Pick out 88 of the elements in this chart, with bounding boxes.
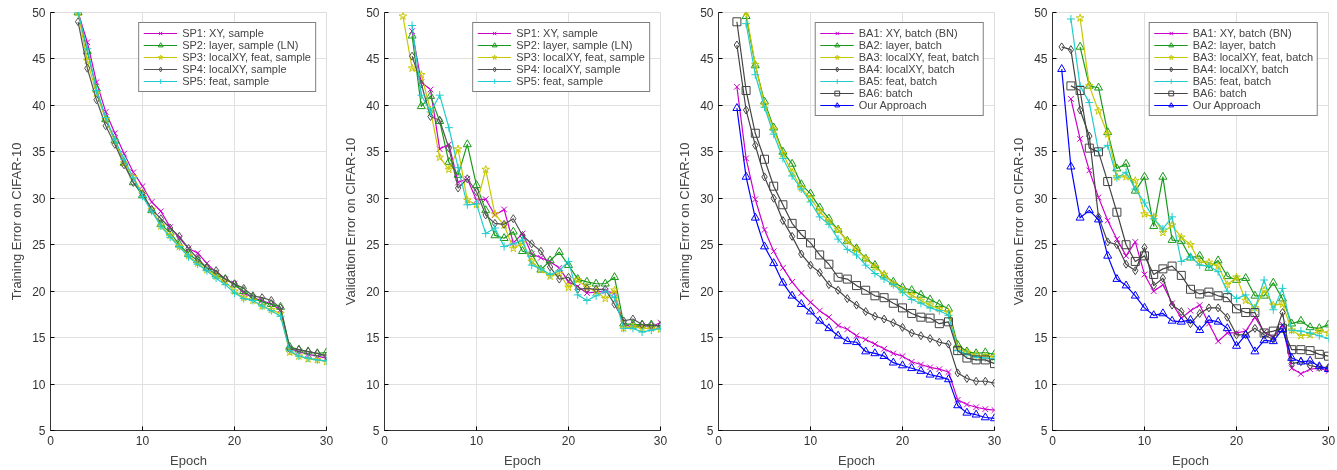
y-tick-label: 50 [1034,6,1048,20]
legend-label: SP5: feat, sample [182,75,269,87]
legend-label: SP3: localXY, feat, sample [182,51,311,63]
y-tick-label: 50 [700,6,714,20]
legend-label: SP2: layer, sample (LN) [182,39,299,51]
legend-label: SP3: localXY, feat, sample [516,51,645,63]
y-tick-label: 45 [32,52,46,67]
legend-label: SP4: localXY, sample [182,63,287,75]
legend-label: SP2: layer, sample (LN) [516,39,633,51]
x-tick-label: 20 [895,433,910,448]
y-tick-label: 35 [32,145,46,160]
y-tick-label: 15 [366,331,380,346]
x-tick-label: 20 [1229,433,1244,448]
y-tick-label: 5 [38,424,46,438]
legend-label: BA3: localXY, feat, batch [858,51,979,63]
y-tick-label: 25 [700,238,714,253]
y-tick-label: 5 [372,424,380,438]
y-tick-label: 40 [700,98,714,113]
x-axis-title: Epoch [504,452,541,468]
x-tick-label: 30 [987,433,1002,448]
y-tick-label: 5 [706,424,714,438]
x-axis-title: Epoch [838,452,875,468]
y-tick-label: 5 [1040,424,1048,438]
x-tick-label: 0 [715,433,723,448]
legend-label: BA4: localXY, batch [858,63,955,75]
legend-label: BA2: layer, batch [858,39,942,51]
legend-label: BA6: batch [1192,87,1247,99]
y-tick-label: 10 [1034,377,1048,392]
y-tick-label: 45 [366,52,380,67]
y-tick-label: 10 [366,377,380,392]
legend-label: BA3: localXY, feat, batch [1192,51,1313,63]
y-tick-label: 15 [32,331,46,346]
legend-label: Our Approach [1192,99,1261,111]
y-axis-title: Validation Error on CIFAR-10 [343,137,359,306]
legend-label: BA2: layer, batch [1192,39,1276,51]
legend-label: BA1: XY, batch (BN) [858,27,958,39]
x-tick-label: 30 [653,433,668,448]
x-tick-label: 20 [561,433,576,448]
x-tick-label: 30 [319,433,334,448]
y-tick-label: 20 [1034,284,1048,299]
y-tick-label: 10 [700,377,714,392]
legend-label: BA5: feat, batch [858,75,938,87]
x-tick-label: 10 [135,433,150,448]
x-tick-label: 10 [1137,433,1152,448]
y-axis-title: Training Error on CIFAR-10 [9,142,25,301]
legend-label: BA6: batch [858,87,913,99]
legend-label: Our Approach [858,99,927,111]
y-tick-label: 45 [700,52,714,67]
y-tick-label: 15 [700,331,714,346]
y-axis-title: Validation Error on CIFAR-10 [1011,137,1027,306]
y-axis-title: Training Error on CIFAR-10 [677,142,693,301]
y-tick-label: 50 [32,6,46,20]
y-tick-label: 15 [1034,331,1048,346]
x-tick-label: 20 [227,433,242,448]
x-tick-label: 0 [1049,433,1057,448]
y-tick-label: 30 [700,191,714,206]
legend-label: BA5: feat, batch [1192,75,1272,87]
y-tick-label: 30 [366,191,380,206]
y-tick-label: 40 [32,98,46,113]
y-tick-label: 10 [32,377,46,392]
x-tick-label: 0 [47,433,55,448]
legend-label: SP5: feat, sample [516,75,603,87]
x-axis-title: Epoch [170,452,207,468]
y-tick-label: 25 [1034,238,1048,253]
x-tick-label: 0 [381,433,389,448]
legend-label: SP1: XY, sample [182,27,264,39]
legend-label: BA1: XY, batch (BN) [1192,27,1292,39]
y-tick-label: 50 [366,6,380,20]
y-tick-label: 25 [366,238,380,253]
legend-label: SP1: XY, sample [516,27,598,39]
y-tick-label: 45 [1034,52,1048,67]
y-tick-label: 20 [700,284,714,299]
y-tick-label: 25 [32,238,46,253]
legend-label: SP4: localXY, sample [516,63,621,75]
y-tick-label: 35 [366,145,380,160]
y-tick-label: 20 [366,284,380,299]
y-tick-label: 40 [1034,98,1048,113]
y-tick-label: 35 [1034,145,1048,160]
y-tick-label: 35 [700,145,714,160]
legend-label: BA4: localXY, batch [1192,63,1289,75]
x-tick-label: 30 [1321,433,1336,448]
x-tick-label: 10 [469,433,484,448]
y-tick-label: 20 [32,284,46,299]
x-tick-label: 10 [803,433,818,448]
y-tick-label: 30 [32,191,46,206]
y-tick-label: 30 [1034,191,1048,206]
y-tick-label: 40 [366,98,380,113]
x-axis-title: Epoch [1172,452,1209,468]
